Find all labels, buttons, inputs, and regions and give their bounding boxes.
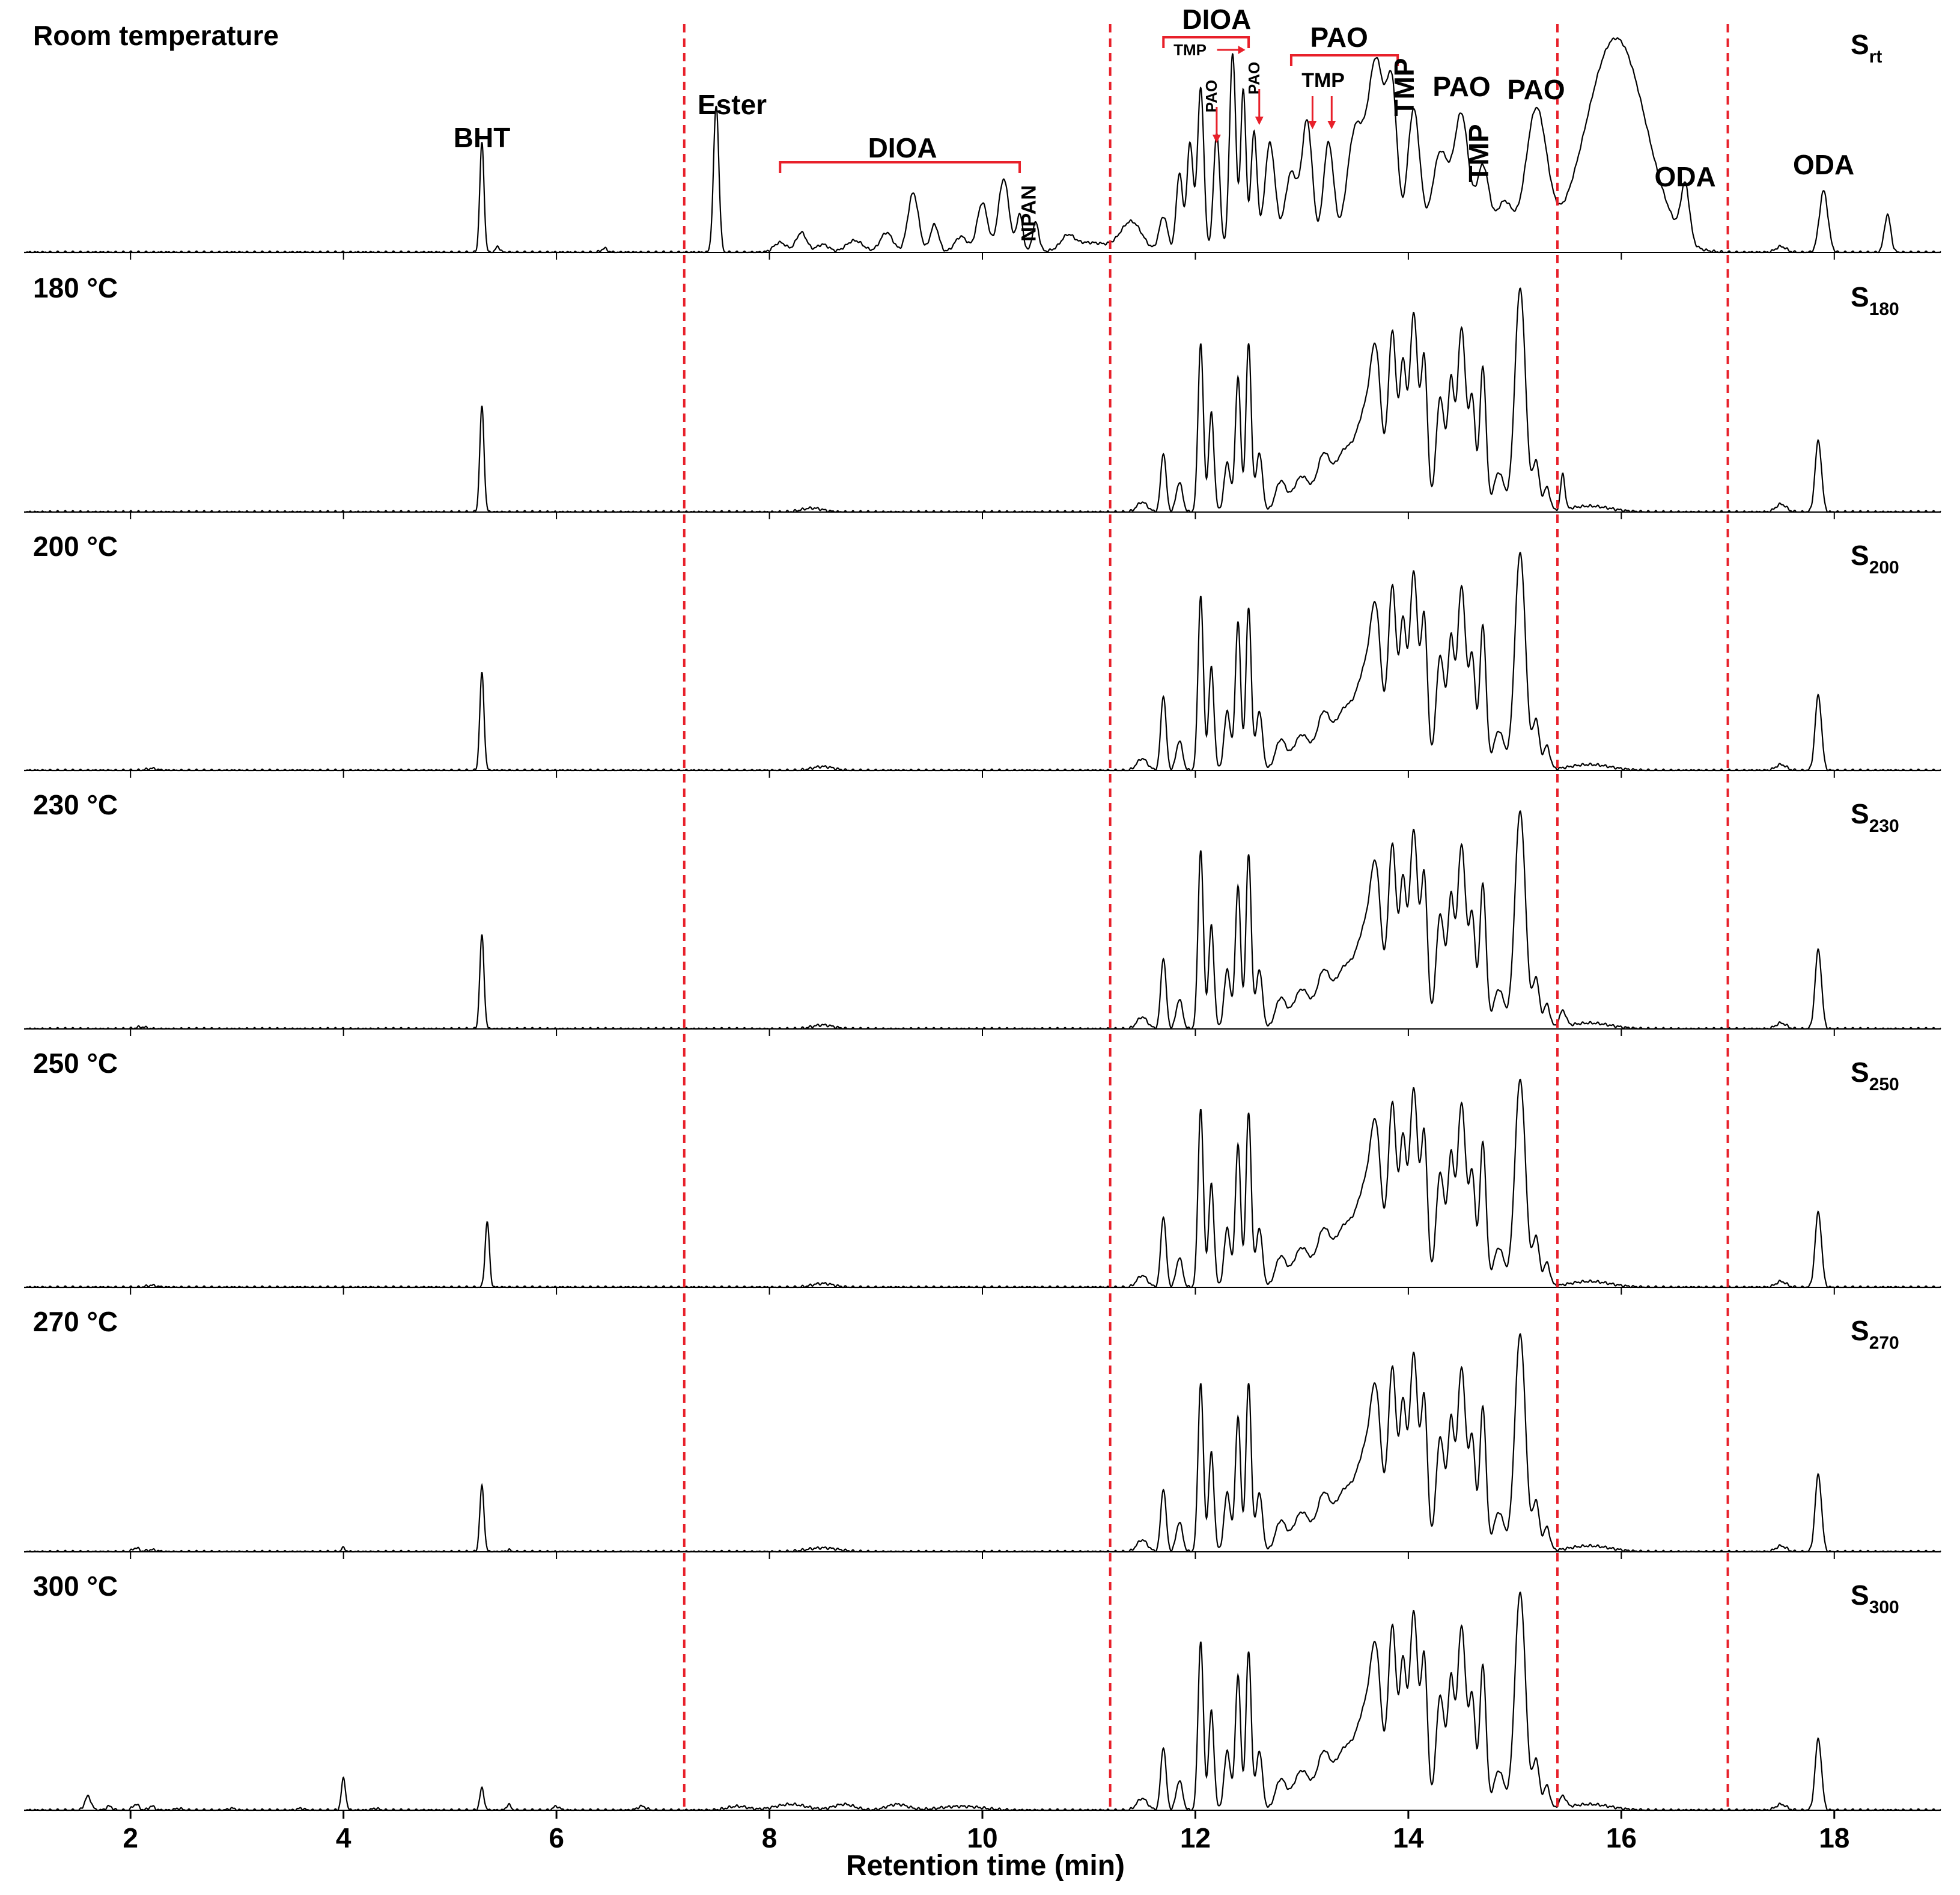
panel-label: 270 °C: [33, 1306, 118, 1337]
x-tick-label: 2: [123, 1822, 138, 1854]
x-tick-label: 18: [1819, 1822, 1849, 1854]
x-tick-label: 6: [549, 1822, 564, 1854]
series-trace: [24, 1078, 1941, 1289]
panel-label: Room temperature: [33, 20, 279, 51]
sample-label-subscript: 200: [1869, 558, 1899, 578]
x-tick-label: 14: [1393, 1822, 1424, 1854]
sample-label-subscript: 300: [1869, 1597, 1899, 1617]
sample-label-subscript: 180: [1869, 299, 1899, 319]
annotation-label: PAO: [1507, 74, 1565, 105]
x-tick-label: 8: [762, 1822, 778, 1854]
sample-label-subscript: rt: [1869, 47, 1882, 67]
annotation-arrowhead: [1238, 46, 1246, 54]
panel-label: 180 °C: [33, 272, 118, 304]
annotation-arrowhead: [1308, 121, 1317, 129]
panel-label: 230 °C: [33, 789, 118, 820]
annotation-label: TMP: [1389, 58, 1420, 116]
annotation-label: BHT: [454, 122, 511, 153]
chromatogram-panel: 200 °C S200: [24, 531, 1941, 772]
series-trace: [24, 552, 1941, 772]
chromatogram-panel: 300 °C S300: [24, 1570, 1941, 1811]
sample-label-subscript: 230: [1869, 816, 1899, 836]
x-tick-label: 16: [1606, 1822, 1637, 1854]
annotation-label: DIOA: [1182, 4, 1251, 35]
sample-label-subscript: 250: [1869, 1075, 1899, 1094]
panel-label: 300 °C: [33, 1570, 118, 1602]
annotation-label: TMP: [1301, 69, 1345, 92]
panel-label: 250 °C: [33, 1048, 118, 1079]
series-trace: [24, 287, 1941, 513]
series-trace: [24, 1333, 1941, 1553]
series-trace: [24, 1591, 1941, 1811]
sample-label: S200: [1851, 540, 1899, 578]
x-tick-label: 10: [967, 1822, 997, 1854]
annotation-label: NPAN: [1018, 185, 1041, 242]
chromatogram-panel: 270 °C S270: [24, 1306, 1941, 1553]
annotation-arrowhead: [1212, 135, 1221, 143]
chromatogram-panel: Room temperature Srt: [24, 20, 1941, 254]
x-tick-label: 4: [336, 1822, 352, 1854]
chromatogram-panel: 230 °C S230: [24, 789, 1941, 1030]
sample-label-subscript: 270: [1869, 1333, 1899, 1353]
annotation-bracket: [1289, 54, 1399, 66]
chromatogram-panel: 250 °C S250: [24, 1048, 1941, 1289]
annotation-label: TMP: [1463, 124, 1494, 182]
series-trace: [24, 810, 1941, 1030]
annotation-label: Ester: [698, 89, 767, 120]
annotation-arrowhead: [1327, 121, 1336, 129]
annotation-arrowhead: [1255, 117, 1264, 125]
series-trace: [24, 37, 1941, 254]
annotation-label: ODA: [1655, 161, 1716, 192]
annotation-bracket: [1162, 36, 1250, 48]
sample-label: Srt: [1851, 29, 1882, 67]
x-axis-title: Retention time (min): [846, 1850, 1125, 1882]
sample-label: S300: [1851, 1579, 1899, 1617]
annotation-label: PAO: [1310, 22, 1368, 53]
sample-label: S270: [1851, 1315, 1899, 1353]
sample-label: S250: [1851, 1057, 1899, 1094]
chromatogram-panel: 180 °C S180: [24, 272, 1941, 513]
panel-label: 200 °C: [33, 531, 118, 562]
annotation-label: TMP: [1173, 41, 1207, 59]
annotation-label: ODA: [1793, 149, 1854, 180]
annotation-label: PAO: [1432, 71, 1490, 102]
annotation-label: DIOA: [868, 132, 937, 163]
x-tick-label: 12: [1180, 1822, 1211, 1854]
sample-label: S180: [1851, 281, 1899, 319]
sample-label: S230: [1851, 798, 1899, 836]
annotation-bracket: [779, 161, 1021, 173]
vlines-layer: [683, 24, 1729, 1812]
x-axis: 2 4 6 8 10 12 14 16 18: [123, 252, 1849, 1854]
